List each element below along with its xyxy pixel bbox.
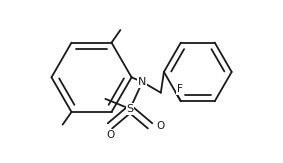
Text: S: S [127, 104, 134, 114]
Text: O: O [106, 130, 114, 140]
Text: F: F [177, 84, 183, 94]
Text: N: N [138, 77, 147, 87]
Text: O: O [157, 121, 165, 131]
